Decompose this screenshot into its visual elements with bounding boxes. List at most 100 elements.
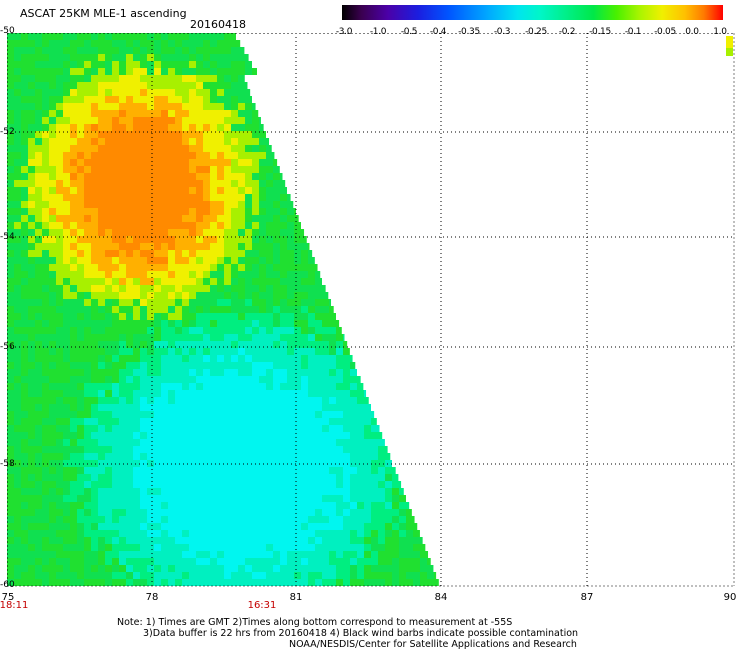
swath-cell [301,236,307,243]
swath-cell [28,75,35,82]
swath-cell [301,516,308,523]
swath-cell [161,362,168,369]
swath-cell [350,418,357,425]
swath-cell [294,572,301,579]
swath-cell [119,47,126,54]
swath-cell [98,47,105,54]
swath-cell [294,376,301,383]
swath-cell [385,453,391,460]
swath-cell [49,558,56,565]
swath-cell [224,537,231,544]
swath-cell [77,187,84,194]
swath-cell [336,579,343,586]
swath-cell [196,327,203,334]
swath-cell [105,362,112,369]
swath-cell [259,292,266,299]
swath-cell [154,68,161,75]
swath-cell [238,271,245,278]
swath-cell [294,425,301,432]
swath-cell [126,61,133,68]
swath-cell [98,488,105,495]
swath-cell [161,159,168,166]
swath-cell [224,222,231,229]
swath-cell [217,54,224,61]
swath-cell [371,523,378,530]
swath-cell [231,313,238,320]
swath-cell [315,271,321,278]
swath-cell [14,390,21,397]
swath-cell [35,110,42,117]
swath-cell [126,180,133,187]
swath-cell [203,138,210,145]
swath-cell [287,355,294,362]
swath-cell [259,544,266,551]
swath-cell [105,530,112,537]
swath-cell [210,530,217,537]
swath-cell [224,425,231,432]
swath-cell [413,537,420,544]
swath-cell [168,152,175,159]
swath-cell [252,446,259,453]
swath-cell [308,404,315,411]
swath-cell [133,474,140,481]
swath-cell [35,376,42,383]
swath-cell [175,117,182,124]
swath-cell [140,369,147,376]
swath-cell [203,411,210,418]
swath-cell [210,229,217,236]
swath-cell [133,215,140,222]
swath-cell [315,390,322,397]
swath-cell [28,250,35,257]
swath-cell [252,579,259,586]
swath-cell [161,201,168,208]
swath-cell [301,327,308,334]
swath-cell [238,131,245,138]
swath-cell [252,299,259,306]
swath-cell [182,124,189,131]
swath-cell [231,159,238,166]
swath-cell [35,222,42,229]
swath-cell [245,355,252,362]
swath-cell [168,558,175,565]
swath-cell [84,82,91,89]
swath-cell [322,411,329,418]
swath-cell [7,306,14,313]
swath-cell [35,369,42,376]
swath-cell [28,40,35,47]
swath-cell [154,558,161,565]
swath-cell [231,558,238,565]
swath-cell [49,467,56,474]
swath-cell [140,278,147,285]
swath-cell [301,579,308,586]
swath-cell [133,110,140,117]
swath-cell [322,306,329,313]
swath-cell [133,418,140,425]
swath-cell [343,418,350,425]
swath-cell [84,236,91,243]
swath-cell [392,579,399,586]
swath-cell [245,418,252,425]
swath-cell [42,460,49,467]
swath-cell [273,236,280,243]
swath-cell [56,383,63,390]
swath-cell [105,537,112,544]
swath-cell [175,376,182,383]
swath-cell [266,432,273,439]
swath-cell [301,495,308,502]
swath-cell [245,404,252,411]
swath-cell [399,579,406,586]
swath-cell [224,194,231,201]
swath-cell [210,61,217,68]
swath-cell [350,474,357,481]
swath-cell [112,124,119,131]
swath-cell [21,145,28,152]
swath-cell [259,341,266,348]
swath-cell [35,173,42,180]
swath-cell [91,418,98,425]
swath-cell [21,537,28,544]
swath-cell [133,82,140,89]
swath-cell [140,362,147,369]
swath-cell [56,530,63,537]
swath-cell [35,180,42,187]
swath-cell [385,523,392,530]
